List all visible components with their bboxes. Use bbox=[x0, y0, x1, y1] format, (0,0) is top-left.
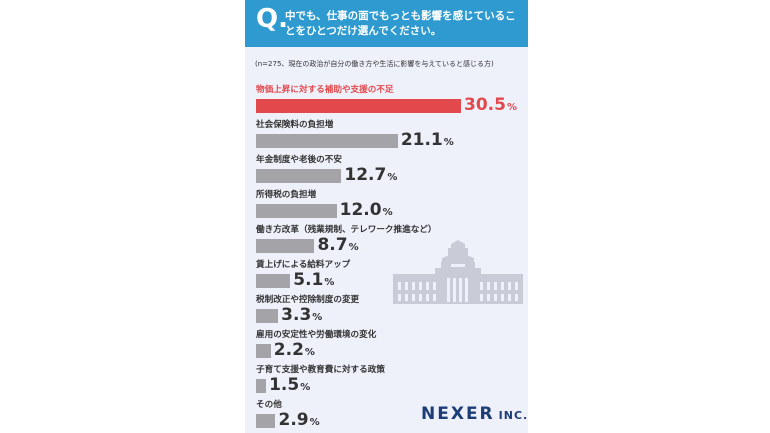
value-unit: % bbox=[348, 242, 359, 253]
logo-name: NEXER bbox=[421, 404, 495, 424]
bar bbox=[256, 344, 271, 358]
bar bbox=[256, 379, 267, 393]
value-unit: % bbox=[300, 382, 311, 393]
bar bbox=[256, 204, 337, 218]
category-label: 賃上げによる給料アップ bbox=[256, 260, 351, 270]
value-label: 30.5% bbox=[464, 95, 517, 115]
chart-panel: Q. 中でも、仕事の面でもっとも影響を感じていることをひとつだけ選んでください。… bbox=[245, 0, 528, 433]
value-label: 2.2% bbox=[274, 340, 315, 360]
bar-row: 年金制度や老後の不安 12.7% bbox=[256, 153, 397, 186]
value-unit: % bbox=[382, 207, 393, 218]
value-unit: % bbox=[443, 137, 454, 148]
category-label: その他 bbox=[256, 400, 282, 410]
value-label: 21.1% bbox=[401, 130, 454, 150]
value-unit: % bbox=[324, 277, 335, 288]
value-label: 3.3% bbox=[281, 305, 322, 325]
logo-suffix: INC. bbox=[498, 409, 529, 422]
parliament-building-icon bbox=[393, 240, 523, 304]
category-label: 社会保険料の負担増 bbox=[256, 120, 334, 130]
value-number: 12.7 bbox=[344, 165, 387, 185]
value-number: 8.7 bbox=[317, 235, 348, 255]
bar-row: 働き方改革（残業規制、テレワーク推進など） 8.7% bbox=[256, 223, 436, 256]
bar-row: その他 2.9% bbox=[256, 398, 320, 431]
category-label: 所得税の負担増 bbox=[256, 190, 317, 200]
category-label: 物価上昇に対する補助や支援の不足 bbox=[256, 85, 394, 95]
bar-row: 子育て支援や教育費に対する政策 1.5% bbox=[256, 363, 385, 396]
bar-row: 物価上昇に対する補助や支援の不足 30.5% bbox=[256, 83, 517, 116]
bar-row: 税制改正や控除制度の変更 3.3% bbox=[256, 293, 359, 326]
value-label: 12.7% bbox=[344, 165, 397, 185]
value-unit: % bbox=[304, 347, 315, 358]
bar-row: 社会保険料の負担増 21.1% bbox=[256, 118, 454, 151]
category-label: 年金制度や老後の不安 bbox=[256, 155, 342, 165]
question-header: Q. 中でも、仕事の面でもっとも影響を感じていることをひとつだけ選んでください。 bbox=[245, 0, 528, 47]
value-number: 2.9 bbox=[278, 410, 309, 430]
value-number: 1.5 bbox=[269, 375, 300, 395]
bar bbox=[256, 99, 461, 113]
value-number: 5.1 bbox=[293, 270, 324, 290]
bar bbox=[256, 309, 279, 323]
value-label: 5.1% bbox=[293, 270, 334, 290]
value-number: 2.2 bbox=[273, 340, 304, 360]
value-label: 12.0% bbox=[340, 200, 393, 220]
bar bbox=[256, 134, 398, 148]
category-label: 税制改正や控除制度の変更 bbox=[256, 295, 360, 305]
bar-row: 雇用の安定性や労働環境の変化 2.2% bbox=[256, 328, 376, 361]
bar bbox=[256, 169, 342, 183]
value-unit: % bbox=[309, 417, 320, 428]
question-mark-label: Q. bbox=[256, 4, 288, 34]
question-text: 中でも、仕事の面でもっとも影響を感じていることをひとつだけ選んでください。 bbox=[285, 10, 516, 37]
bar bbox=[256, 414, 276, 428]
category-label: 雇用の安定性や労働環境の変化 bbox=[256, 330, 377, 340]
value-label: 1.5% bbox=[269, 375, 310, 395]
bar bbox=[256, 239, 315, 253]
value-unit: % bbox=[506, 102, 517, 113]
value-label: 8.7% bbox=[317, 235, 358, 255]
value-number: 30.5 bbox=[464, 95, 506, 115]
value-unit: % bbox=[387, 172, 398, 183]
sample-note: (n=275、現在の政治が自分の働き方や生活に影響を与えていると感じる方) bbox=[255, 60, 494, 68]
nexer-logo: NEXER INC. bbox=[421, 404, 528, 424]
bar-row: 賃上げによる給料アップ 5.1% bbox=[256, 258, 350, 291]
value-number: 3.3 bbox=[281, 305, 312, 325]
category-label: 働き方改革（残業規制、テレワーク推進など） bbox=[256, 225, 437, 235]
bar-row: 所得税の負担増 12.0% bbox=[256, 188, 393, 221]
category-label: 子育て支援や教育費に対する政策 bbox=[256, 365, 385, 375]
bar bbox=[256, 274, 291, 288]
value-unit: % bbox=[312, 312, 323, 323]
value-label: 2.9% bbox=[278, 410, 319, 430]
value-number: 12.0 bbox=[339, 200, 382, 220]
value-number: 21.1 bbox=[400, 130, 443, 150]
